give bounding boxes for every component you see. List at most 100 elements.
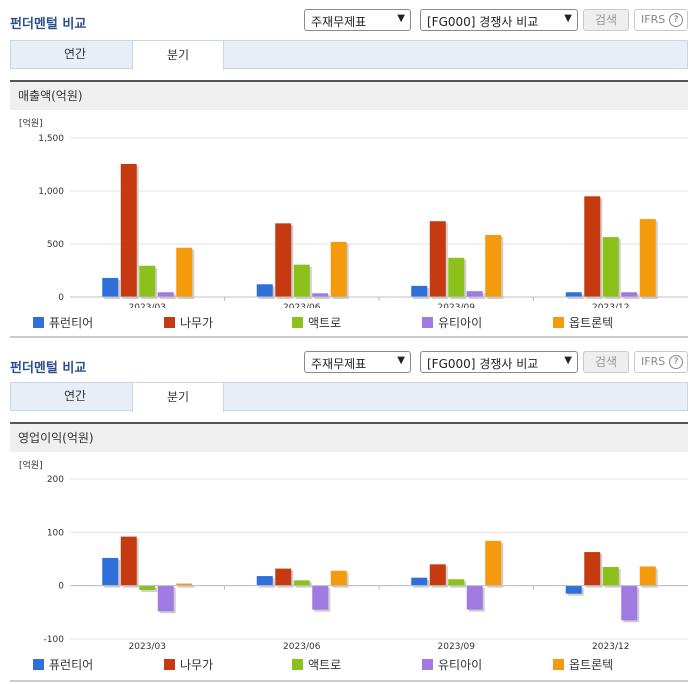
bar [330, 570, 347, 586]
x-tick-label: 2023/09 [438, 303, 476, 308]
bar [584, 196, 601, 297]
legend-label: 유티아이 [438, 316, 483, 330]
legend-label: 퓨런티어 [49, 316, 94, 330]
chevron-down-icon: ▼ [397, 355, 405, 366]
legend-label: 옵트론텍 [569, 316, 614, 330]
x-tick-label: 2023/06 [283, 303, 321, 308]
legend-item: 옵트론텍 [553, 314, 613, 331]
legend-item: 옵트론텍 [553, 656, 613, 673]
bar [466, 585, 483, 610]
bar [448, 579, 465, 586]
question-icon: ? [669, 13, 683, 27]
tab-annual[interactable]: 연간 [63, 389, 87, 403]
legend-item: 유티아이 [422, 656, 482, 673]
legend-swatch [422, 659, 433, 670]
bar [565, 585, 582, 594]
bar [293, 264, 310, 297]
bar [120, 536, 137, 586]
ifrs-label: IFRS [641, 13, 666, 26]
x-tick-label: 2023/12 [592, 642, 629, 652]
bar [275, 568, 292, 586]
bar [411, 285, 428, 297]
chevron-down-icon: ▼ [564, 355, 572, 366]
peer-group-select[interactable]: [FG000] 경쟁사 비교 ▼ [420, 351, 578, 373]
y-unit-label: [억원] [19, 117, 43, 129]
y-tick-label: 0 [58, 582, 64, 592]
fundamental-section-revenue: 펀더멘털 비교 주재무제표 ▼ [FG000] 경쟁사 비교 ▼ 검색 IFRS… [10, 9, 688, 338]
bar [176, 247, 193, 297]
ifrs-help-button[interactable]: IFRS ? [634, 351, 688, 373]
tab-annual[interactable]: 연간 [63, 47, 87, 61]
peer-group-select[interactable]: [FG000] 경쟁사 비교 ▼ [420, 9, 578, 31]
bar [176, 583, 193, 586]
tab-quarterly[interactable]: 분기 [132, 40, 224, 70]
bar [639, 219, 656, 297]
legend-label: 유티아이 [438, 658, 483, 672]
y-tick-label: 0 [58, 293, 64, 303]
x-tick-label: 2023/06 [283, 642, 321, 652]
bar [139, 265, 156, 297]
ifrs-label: IFRS [641, 355, 666, 368]
bar [411, 577, 428, 586]
legend-item: 퓨런티어 [33, 656, 93, 673]
statement-select-value: 주재무제표 [311, 15, 367, 29]
question-icon: ? [669, 355, 683, 369]
legend-item: 액트로 [292, 314, 341, 331]
y-tick-label: 1,000 [38, 187, 64, 197]
bar [602, 567, 619, 586]
bar [102, 277, 119, 297]
bar [466, 291, 483, 297]
ifrs-help-button[interactable]: IFRS ? [634, 9, 688, 31]
bar [485, 540, 502, 586]
bar [139, 585, 156, 590]
bar [120, 163, 137, 297]
bar [621, 585, 638, 621]
search-button[interactable]: 검색 [583, 351, 629, 373]
y-unit-label: [억원] [19, 459, 43, 471]
x-tick-label: 2023/03 [129, 303, 166, 308]
bar-shadow [178, 585, 195, 588]
legend-swatch [33, 317, 44, 328]
legend-swatch [33, 659, 44, 670]
bar [621, 292, 638, 297]
legend-item: 유티아이 [422, 314, 482, 331]
search-button[interactable]: 검색 [583, 9, 629, 31]
revenue-chart: [억원] 0 500 1,000 1,500 2023/03 2023/06 2023/09 2… [19, 117, 688, 308]
statement-select-value: 주재무제표 [311, 357, 367, 371]
section-title: 펀더멘털 비교 [10, 17, 87, 32]
legend-swatch [292, 317, 303, 328]
x-tick-label: 2023/09 [438, 642, 476, 652]
chevron-down-icon: ▼ [397, 13, 405, 24]
y-tick-label: 200 [47, 475, 64, 485]
legend-swatch [553, 659, 564, 670]
tab-quarterly[interactable]: 분기 [132, 382, 224, 412]
bar [565, 292, 582, 297]
chart-area: [억원] 0 500 1,000 1,500 2023/03 2023/06 2023/09 2… [10, 112, 688, 338]
bar [293, 580, 310, 586]
bar [157, 585, 174, 612]
fundamental-section-operating-profit: 펀더멘털 비교 주재무제표 ▼ [FG000] 경쟁사 비교 ▼ 검색 IFRS… [0, 342, 696, 684]
chevron-down-icon: ▼ [564, 13, 572, 24]
x-tick-label: 2023/03 [129, 642, 166, 652]
legend-swatch [164, 659, 175, 670]
operating-profit-chart: [억원] -100 0 100 200 2023/03 2023/06 2023/09 2023… [19, 459, 688, 652]
legend-item: 액트로 [292, 656, 341, 673]
legend-label: 옵트론텍 [569, 658, 614, 672]
legend-item: 나무가 [164, 314, 213, 331]
bar [256, 284, 273, 297]
legend-label: 나무가 [180, 658, 214, 672]
bar [102, 557, 119, 586]
metric-title: 매출액(억원) [10, 80, 688, 110]
legend-label: 액트로 [308, 316, 342, 330]
legend-label: 액트로 [308, 658, 342, 672]
bar [429, 564, 446, 586]
metric-title: 영업이익(억원) [10, 422, 688, 452]
bar [256, 576, 273, 586]
statement-select[interactable]: 주재무제표 ▼ [304, 351, 411, 373]
y-tick-label: -100 [44, 635, 65, 645]
statement-select[interactable]: 주재무제표 ▼ [304, 9, 411, 31]
x-tick-label: 2023/12 [592, 303, 629, 308]
bar [429, 221, 446, 297]
bar [584, 552, 601, 586]
bar [639, 566, 656, 586]
